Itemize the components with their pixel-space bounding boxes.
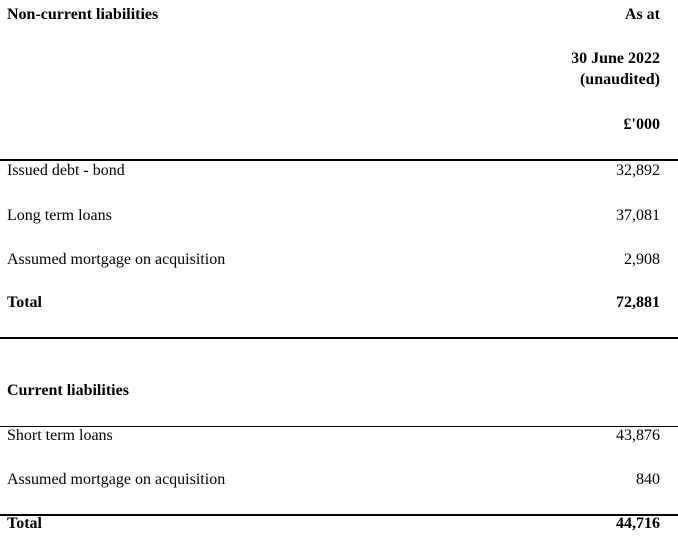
row-value: 840 <box>636 471 660 488</box>
row-value: 2,908 <box>624 251 660 268</box>
column-header: 30 June 2022 <box>571 50 660 67</box>
total-value: 72,881 <box>616 294 660 311</box>
column-header: (unaudited) <box>579 71 660 88</box>
column-header: £'000 <box>623 116 660 133</box>
row-value: 37,081 <box>616 207 660 224</box>
rule <box>0 159 678 161</box>
total-value: 44,716 <box>616 515 660 532</box>
rule <box>0 426 678 427</box>
row-label: Short term loans <box>7 427 113 444</box>
rule <box>0 337 678 339</box>
total-label: Total <box>7 294 42 311</box>
row-label: Assumed mortgage on acquisition <box>7 471 226 488</box>
row-label: Assumed mortgage on acquisition <box>7 251 226 268</box>
row-value: 32,892 <box>616 162 660 179</box>
row-label: Long term loans <box>7 207 112 224</box>
section-title: Current liabilities <box>7 382 129 399</box>
section-title: Non-current liabilities <box>7 6 159 23</box>
row-value: 43,876 <box>616 427 660 444</box>
rule <box>0 514 678 516</box>
row-label: Issued debt - bond <box>7 162 125 179</box>
total-label: Total <box>7 515 42 532</box>
column-header: As at <box>624 6 660 23</box>
